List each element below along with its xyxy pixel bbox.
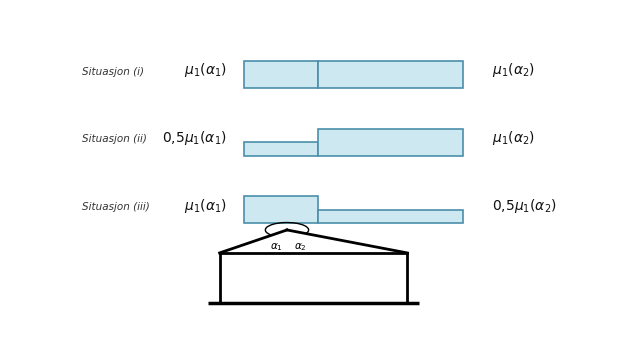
- Bar: [318, 210, 463, 223]
- Text: $\mu_1(\alpha_2)$: $\mu_1(\alpha_2)$: [491, 129, 535, 147]
- Text: Situasjon (i): Situasjon (i): [83, 67, 145, 77]
- Text: $\alpha_2$: $\alpha_2$: [294, 241, 307, 253]
- Text: Situasjon (iii): Situasjon (iii): [83, 202, 150, 212]
- Text: $\mu_1(\alpha_1)$: $\mu_1(\alpha_1)$: [184, 197, 227, 214]
- Bar: [318, 128, 463, 155]
- Text: $0{,}5\mu_1(\alpha_1)$: $0{,}5\mu_1(\alpha_1)$: [162, 129, 227, 147]
- Bar: [243, 61, 318, 88]
- Bar: [243, 196, 318, 223]
- Text: $0{,}5\mu_1(\alpha_2)$: $0{,}5\mu_1(\alpha_2)$: [491, 197, 556, 214]
- Text: $\alpha_1$: $\alpha_1$: [270, 241, 283, 253]
- Text: $\mu_1(\alpha_1)$: $\mu_1(\alpha_1)$: [184, 61, 227, 79]
- Bar: [318, 61, 463, 88]
- Text: Situasjon (ii): Situasjon (ii): [83, 134, 147, 144]
- Bar: [243, 142, 318, 155]
- Text: $\mu_1(\alpha_2)$: $\mu_1(\alpha_2)$: [491, 61, 535, 79]
